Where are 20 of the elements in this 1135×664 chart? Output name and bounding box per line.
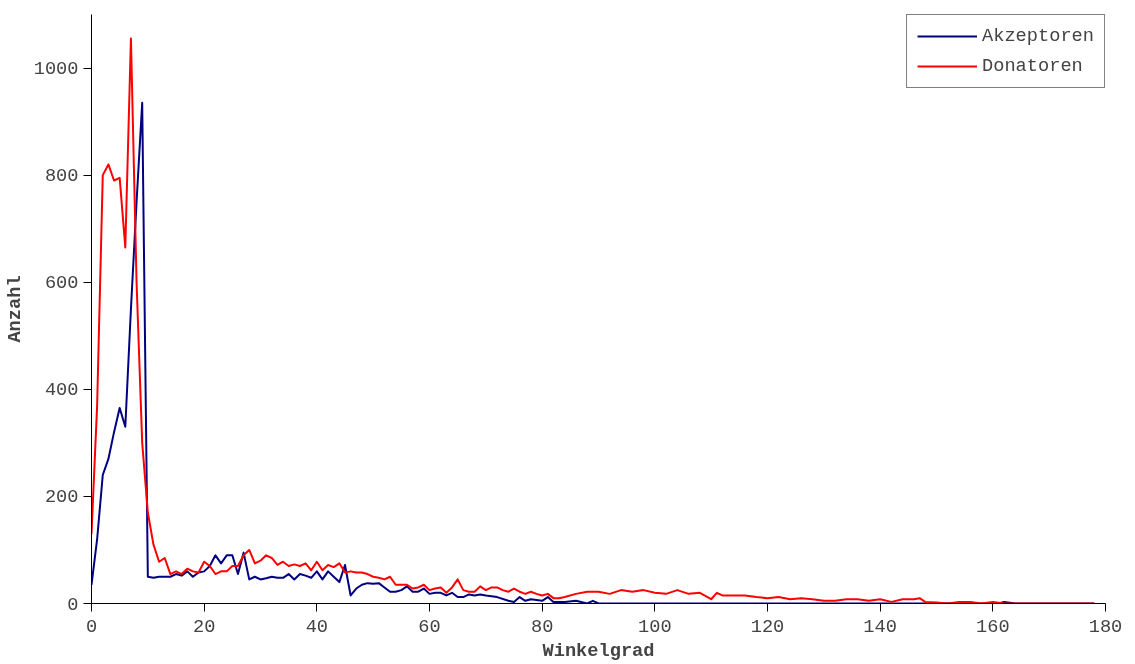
legend-label: Akzeptoren <box>982 25 1094 47</box>
x-tick-label: 160 <box>976 615 1010 638</box>
y-axis-title: Anzahl <box>3 275 26 343</box>
y-tick-label: 400 <box>44 379 79 402</box>
y-tick-label: 600 <box>44 272 79 295</box>
x-tick-label: 180 <box>1088 615 1123 638</box>
x-tick-label: 140 <box>863 615 897 638</box>
x-tick-label: 120 <box>750 615 785 638</box>
legend-label: Donatoren <box>982 55 1083 77</box>
x-tick-label: 20 <box>192 615 216 638</box>
y-tick-label: 1000 <box>33 58 79 81</box>
x-tick-label: 80 <box>530 615 554 638</box>
y-tick-label: 800 <box>44 165 79 188</box>
y-tick-label: 0 <box>67 593 79 616</box>
x-tick-label: 100 <box>638 615 672 638</box>
x-tick-label: 0 <box>85 615 98 638</box>
y-tick-label: 200 <box>44 486 79 509</box>
x-tick-label: 60 <box>418 615 441 638</box>
x-tick-label: 40 <box>305 615 329 638</box>
x-axis-title: Winkelgrad <box>542 639 655 662</box>
